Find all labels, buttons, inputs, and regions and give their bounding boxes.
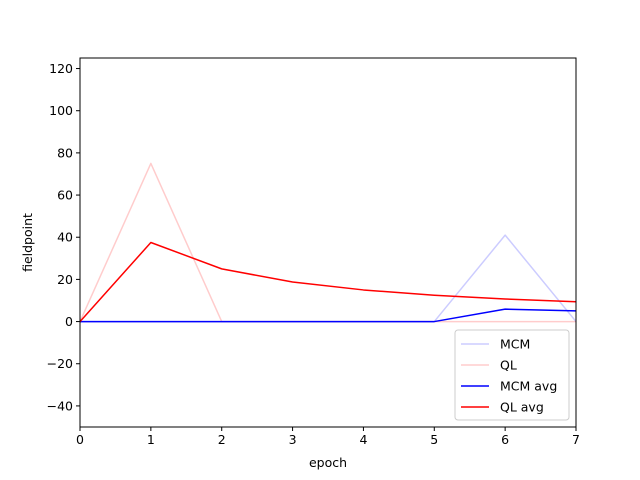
axis-ticks: 0 1 2 3 4 5 6 7 −40 −20 0 20 40 60 80 100 120 (47, 61, 580, 447)
y-tick-label: 0 (65, 314, 73, 329)
y-tick-label: 20 (57, 272, 73, 287)
x-tick-label: 3 (289, 432, 297, 447)
y-tick-label: 60 (57, 188, 73, 203)
y-tick-label: 120 (49, 61, 73, 76)
series-line-mcm-avg (80, 308, 576, 323)
legend-label-mcm-avg: MCM avg (500, 379, 557, 394)
legend-box (454, 329, 570, 421)
legend-label-mcm: MCM (500, 337, 530, 352)
x-tick-label: 5 (430, 432, 438, 447)
series-line-ql-avg (80, 241, 576, 323)
legend-label-ql: QL (500, 358, 517, 373)
x-tick-label: 6 (501, 432, 509, 447)
series-layer (80, 162, 576, 323)
y-tick-label: 100 (49, 103, 73, 118)
y-tick-label: −40 (47, 398, 73, 413)
x-axis-label: epoch (309, 455, 347, 470)
legend: MCM QL MCM avg QL avg (454, 329, 570, 421)
plot-area-frame (79, 57, 577, 428)
series-line-mcm (80, 234, 576, 323)
y-tick-label: 80 (57, 145, 73, 160)
x-tick-label: 0 (76, 432, 84, 447)
y-tick-label: −20 (47, 356, 73, 371)
x-tick-label: 1 (147, 432, 155, 447)
series-line-ql (80, 162, 576, 323)
legend-label-ql-avg: QL avg (500, 400, 544, 415)
x-tick-label: 4 (359, 432, 367, 447)
y-tick-label: 40 (57, 230, 73, 245)
x-tick-label: 2 (218, 432, 226, 447)
y-axis-label: fieldpoint (20, 213, 35, 272)
x-tick-label: 7 (572, 432, 580, 447)
